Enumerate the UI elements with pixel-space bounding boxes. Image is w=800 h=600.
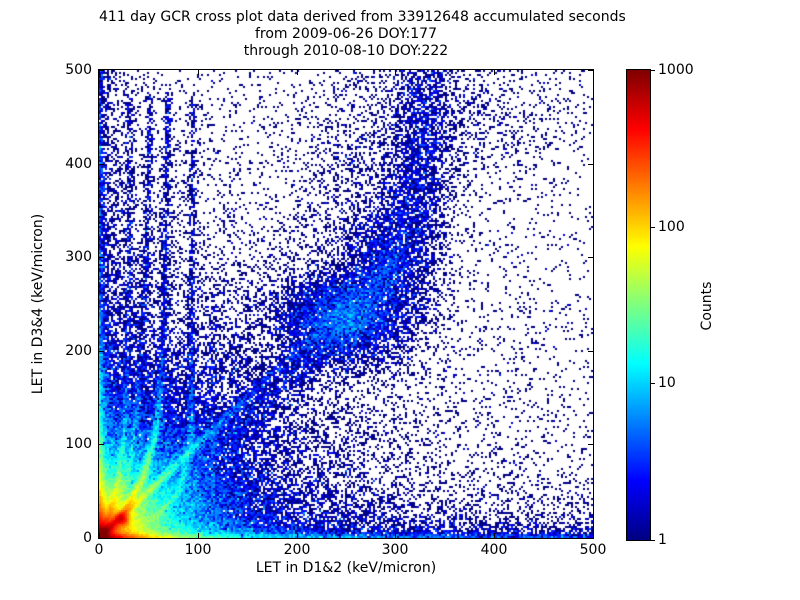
colorbar-tick-label: 1000 [658, 62, 694, 78]
x-tick-mark-bottom [395, 533, 396, 538]
y-tick-label: 400 [65, 156, 92, 172]
x-tick-mark-top [593, 70, 594, 75]
y-tick-mark-right [588, 164, 593, 165]
scatter-density-canvas [99, 70, 593, 538]
title-line-1: 411 day GCR cross plot data derived from… [99, 9, 626, 25]
y-tick-mark-left [99, 70, 104, 71]
y-axis-label: LET in D3&4 (keV/micron) [30, 213, 46, 395]
x-tick-mark-bottom [494, 533, 495, 538]
x-tick-label: 200 [283, 542, 311, 558]
y-tick-mark-left [99, 351, 104, 352]
colorbar-label: Counts [699, 281, 715, 331]
y-tick-label: 100 [65, 436, 92, 452]
colorbar-tick-mark [651, 383, 655, 384]
y-tick-mark-right [588, 444, 593, 445]
x-tick-mark-bottom [99, 533, 100, 538]
y-tick-mark-left [99, 164, 104, 165]
x-axis-label: LET in D1&2 (keV/micron) [255, 560, 437, 576]
y-tick-label: 0 [83, 530, 92, 546]
y-tick-mark-right [588, 70, 593, 71]
title-line-3: through 2010-08-10 DOY:222 [243, 43, 449, 59]
y-tick-mark-right [588, 351, 593, 352]
title-line-2: from 2009-06-26 DOY:177 [254, 26, 437, 42]
x-tick-mark-bottom [593, 533, 594, 538]
chart-title: 411 day GCR cross plot data derived from… [99, 9, 626, 60]
colorbar-gradient-canvas [627, 70, 650, 540]
x-tick-mark-top [494, 70, 495, 75]
x-tick-label: 300 [381, 542, 409, 558]
x-tick-label: 100 [184, 542, 212, 558]
colorbar-tick-mark [651, 227, 655, 228]
colorbar-tick-label: 100 [658, 219, 685, 235]
y-tick-mark-right [588, 257, 593, 258]
colorbar-tick-label: 1 [658, 532, 667, 548]
x-tick-mark-bottom [297, 533, 298, 538]
y-tick-mark-left [99, 257, 104, 258]
x-tick-mark-top [99, 70, 100, 75]
colorbar-tick-label: 10 [658, 375, 676, 391]
y-tick-label: 500 [65, 62, 92, 78]
x-tick-mark-top [395, 70, 396, 75]
y-tick-mark-right [588, 538, 593, 539]
x-tick-label: 400 [480, 542, 508, 558]
colorbar-tick-mark [651, 70, 655, 71]
y-tick-label: 300 [65, 249, 92, 265]
y-tick-mark-left [99, 538, 104, 539]
y-tick-mark-left [99, 444, 104, 445]
colorbar-tick-mark [651, 540, 655, 541]
x-tick-mark-top [297, 70, 298, 75]
x-tick-label: 500 [579, 542, 607, 558]
x-tick-mark-top [198, 70, 199, 75]
x-tick-mark-bottom [198, 533, 199, 538]
y-tick-label: 200 [65, 343, 92, 359]
x-tick-label: 0 [94, 542, 104, 558]
